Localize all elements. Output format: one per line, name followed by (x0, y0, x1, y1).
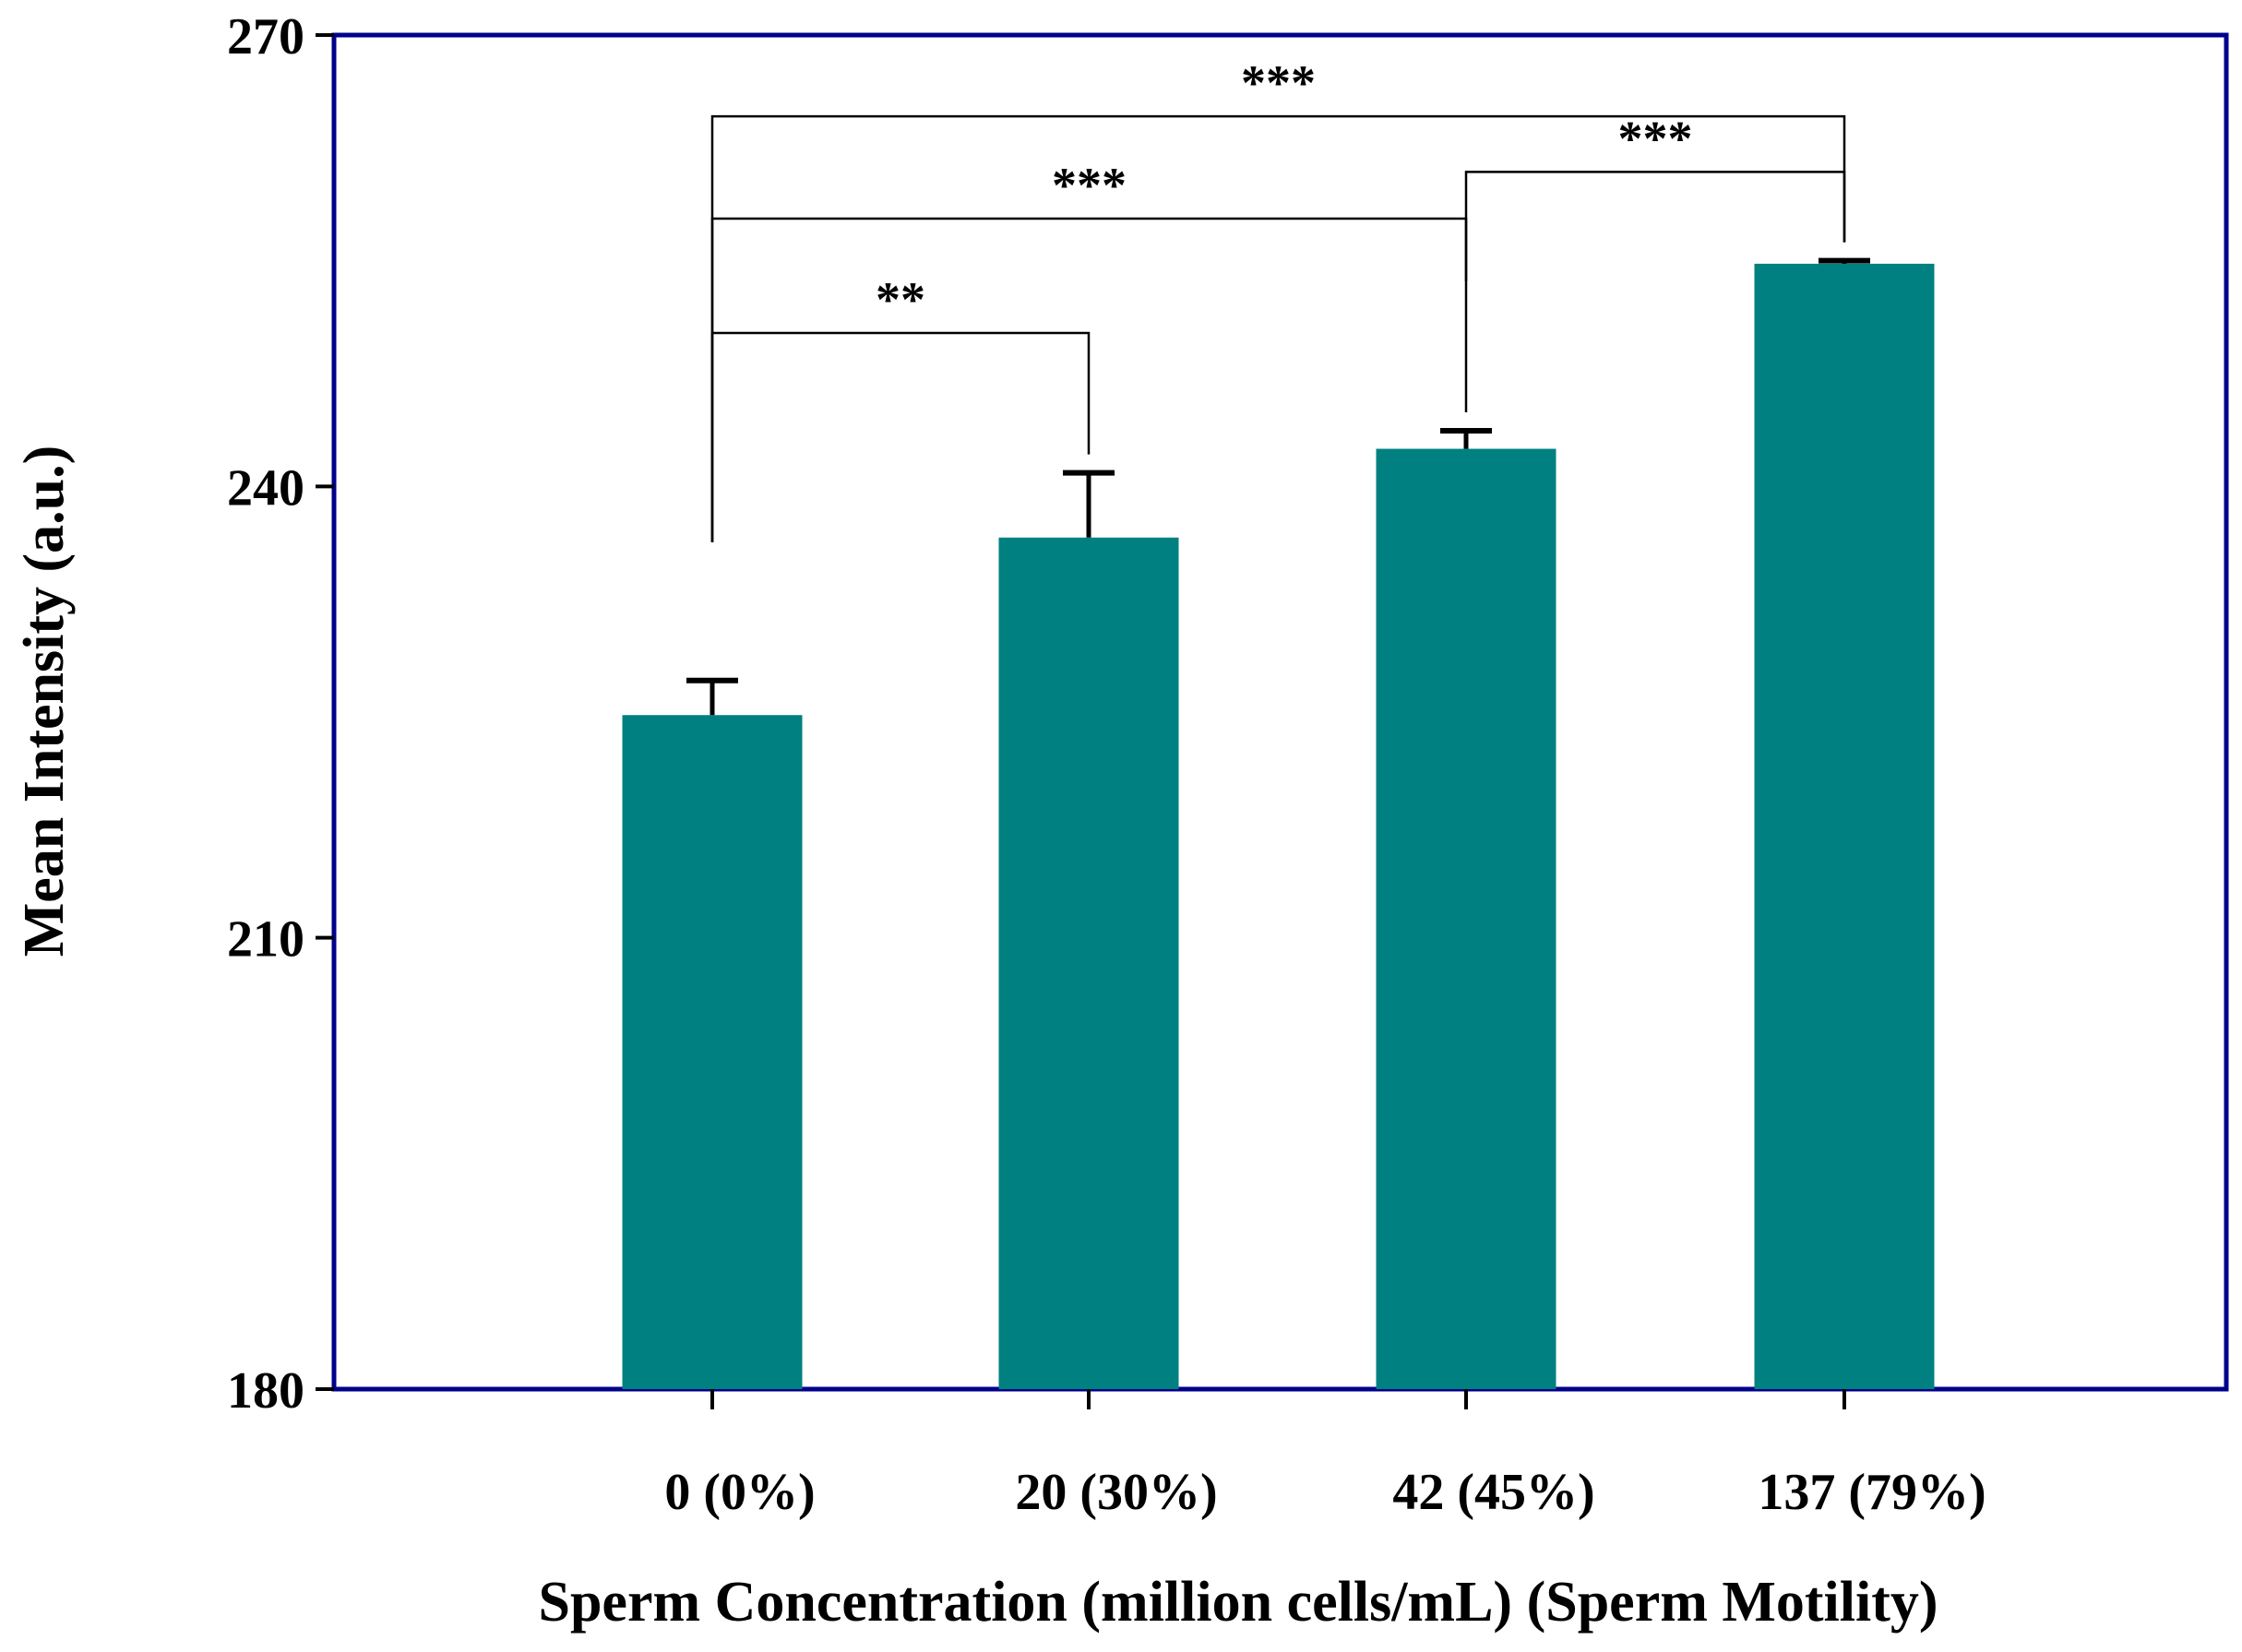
x-tick-label-0: 0 (0%) (664, 1464, 815, 1521)
error-bars (686, 257, 1870, 716)
y-tick-label-3: 270 (227, 8, 304, 65)
y-tick-label-2: 240 (227, 459, 304, 517)
x-tick-label-2: 42 (45%) (1392, 1464, 1594, 1521)
bar-0 (622, 715, 803, 1389)
significance-brackets: *********** (710, 55, 1846, 542)
x-tick-label-3: 137 (79%) (1758, 1464, 1986, 1521)
bar-2 (1376, 448, 1556, 1389)
significance-label-1: *** (1052, 158, 1127, 213)
x-tick-label-1: 20 (30%) (1015, 1464, 1217, 1521)
y-tick-label-1: 210 (227, 911, 304, 969)
axes: 180 210 240 270 0 (0%) 20 (30%) 42 (45%) 137 (7… (227, 8, 1986, 1521)
plot-frame (331, 32, 2229, 1392)
significance-label-0: ** (876, 272, 925, 327)
plot-area (331, 32, 2229, 1392)
bars (622, 263, 1935, 1389)
significance-bracket-0 (710, 331, 1091, 542)
significance-bracket-3 (710, 114, 1846, 542)
significance-label-3: *** (1241, 55, 1316, 111)
bar-3 (1754, 263, 1935, 1389)
x-axis-title: Sperm Concentration (million cells/mL) (… (538, 1571, 1938, 1634)
significance-label-2: *** (1618, 111, 1693, 166)
y-tick-label-0: 180 (227, 1362, 304, 1420)
bar-1 (998, 537, 1179, 1389)
y-axis-title: Mean Intensity (a.u.) (13, 446, 76, 957)
